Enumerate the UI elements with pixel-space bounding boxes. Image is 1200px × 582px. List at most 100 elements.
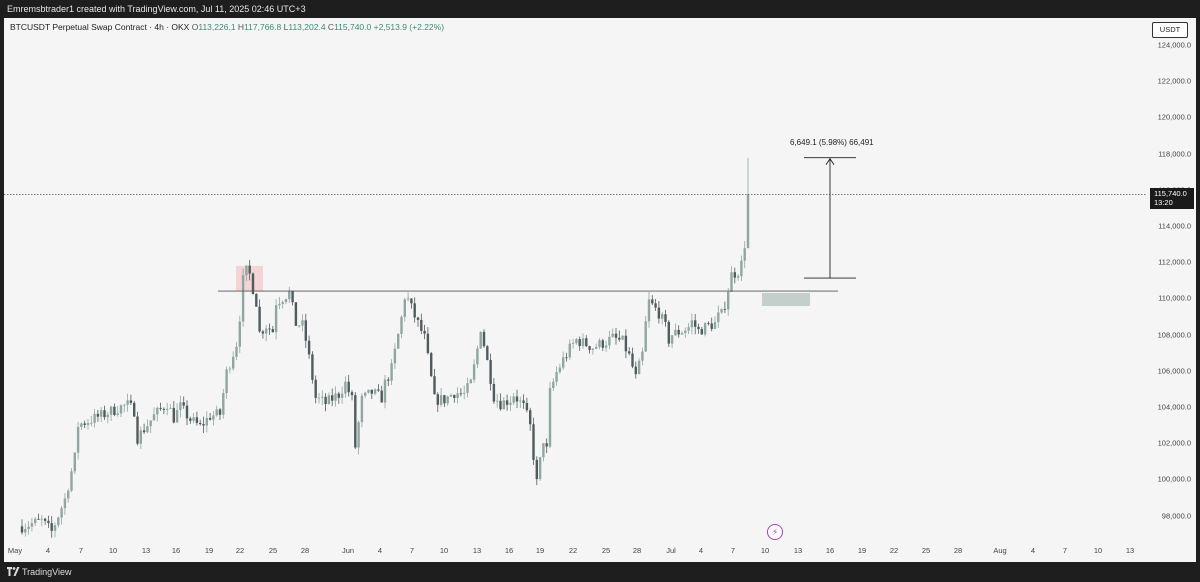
candle-body — [598, 340, 601, 347]
candle-body — [400, 316, 403, 334]
candle-body — [228, 368, 232, 370]
candle-body — [139, 430, 142, 444]
candle-body — [241, 275, 245, 322]
candle-body — [403, 299, 406, 317]
candle-body — [162, 408, 166, 410]
candle-body — [294, 302, 298, 326]
candle-body — [703, 323, 707, 335]
candle-body — [700, 329, 703, 335]
candle-body — [463, 392, 466, 394]
candle-body — [525, 403, 529, 411]
candle-body — [674, 329, 677, 336]
candle-body — [179, 402, 182, 411]
candle-body — [146, 426, 149, 433]
candle-body — [93, 413, 96, 423]
candle-body — [469, 379, 472, 384]
symbol-title: BTCUSDT Perpetual Swap Contract · 4h · O… — [10, 22, 190, 32]
currency-selector[interactable]: USDT — [1152, 22, 1188, 38]
time-tick-label: 10 — [439, 546, 449, 555]
candle-body — [443, 395, 446, 404]
last-price-value: 115,740.0 — [1154, 189, 1187, 199]
candle-body — [291, 291, 294, 303]
time-tick-label: 4 — [698, 546, 704, 555]
candle-body — [383, 379, 387, 403]
candle-body — [373, 389, 377, 394]
candle-body — [439, 395, 443, 405]
candle-body — [509, 402, 512, 405]
time-axis[interactable]: May 4 7 10 13 16 19 22 25 28 Jun 4 7 10 13 16 19 22 25 28 Ju… — [4, 540, 1147, 562]
candle-body — [27, 526, 30, 529]
candle-body — [357, 422, 360, 448]
tradingview-logo-icon — [7, 567, 20, 576]
candle-body — [479, 331, 482, 349]
candle-body — [723, 309, 727, 310]
candle-body — [515, 396, 519, 402]
candle-body — [208, 417, 212, 420]
candle-body — [304, 320, 307, 341]
candle-body — [238, 321, 241, 347]
candle-body — [502, 400, 505, 410]
candle-body — [232, 356, 235, 369]
candle-body — [218, 409, 222, 415]
candle-body — [364, 392, 367, 396]
candle-body — [677, 329, 680, 335]
candle-body — [301, 320, 304, 326]
time-tick-label: 7 — [409, 546, 415, 555]
candle-body — [43, 518, 47, 521]
candle-body — [225, 369, 228, 394]
time-tick-label: May — [7, 546, 23, 555]
candle-body — [641, 351, 644, 361]
high-value: 117,766.8 — [244, 22, 282, 32]
candle-body — [746, 194, 750, 249]
candle-body — [733, 272, 736, 278]
candle-body — [63, 498, 67, 509]
symbol-legend: BTCUSDT Perpetual Swap Contract · 4h · O… — [10, 22, 444, 32]
candle-body — [512, 396, 515, 403]
candlestick-chart[interactable] — [4, 18, 1147, 540]
candle-body — [212, 415, 215, 420]
candle-body — [40, 518, 43, 520]
candle-body — [670, 335, 674, 344]
time-tick-label: 19 — [857, 546, 867, 555]
price-axis[interactable]: 124,000.0122,000.0120,000.0118,000.0116,… — [1149, 18, 1196, 540]
candle-body — [235, 346, 238, 357]
candle-body — [634, 366, 637, 375]
candle-body — [142, 430, 146, 433]
candle-body — [34, 518, 37, 524]
candle-body — [324, 396, 327, 405]
measure-arrow-icon — [825, 157, 835, 165]
candle-body — [466, 383, 469, 393]
lightning-icon[interactable]: ⚡ — [767, 524, 783, 540]
candle-body — [727, 291, 730, 310]
price-tick-label: 104,000.0 — [1157, 402, 1191, 412]
time-tick-label: 13 — [1125, 546, 1135, 555]
candle-body — [459, 393, 463, 395]
open-label: O — [191, 22, 199, 32]
price-tick-label: 102,000.0 — [1157, 438, 1191, 448]
chart-plot-area[interactable]: BTCUSDT Perpetual Swap Contract · 4h · O… — [4, 18, 1147, 540]
price-tick-label: 110,000.0 — [1158, 293, 1191, 303]
candle-body — [581, 338, 585, 347]
candle-body — [284, 299, 288, 302]
candle-body — [472, 364, 476, 380]
tradingview-brand: TradingView — [22, 567, 72, 577]
candle-body — [505, 400, 509, 405]
candle-body — [529, 410, 532, 425]
candle-body — [83, 423, 86, 425]
candle-body — [713, 322, 717, 329]
candle-body — [354, 395, 357, 448]
candle-body — [628, 351, 631, 354]
price-range-measure-label[interactable]: 6,649.1 (5.98%) 66,491 — [790, 137, 874, 147]
time-tick-label: Jun — [341, 546, 355, 555]
candle-body — [258, 306, 261, 332]
candle-body — [100, 410, 103, 417]
candle-body — [413, 303, 416, 318]
candle-body — [37, 518, 40, 520]
candle-body — [172, 407, 175, 423]
candle-body — [314, 379, 317, 398]
candle-body — [129, 400, 133, 403]
candle-body — [265, 328, 268, 334]
candle-body — [740, 260, 743, 277]
change-value: +2,513.9 (+2.22%) — [373, 22, 445, 32]
time-tick-label: 28 — [953, 546, 963, 555]
